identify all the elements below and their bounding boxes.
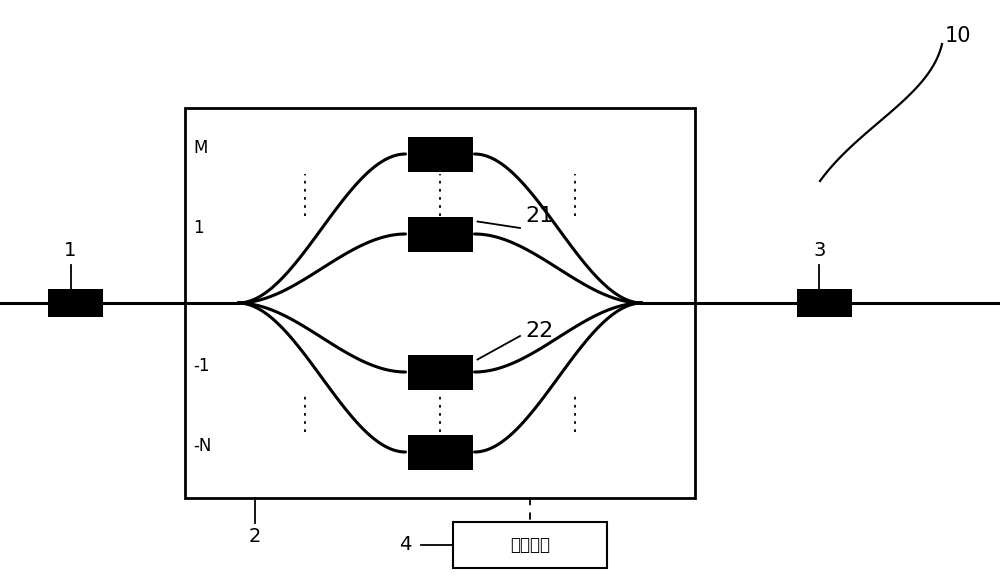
Text: -1: -1: [193, 357, 210, 375]
Text: 1: 1: [64, 241, 77, 260]
Text: 2: 2: [249, 526, 261, 545]
FancyBboxPatch shape: [185, 108, 695, 498]
Bar: [408, 354, 473, 389]
Bar: [408, 137, 473, 172]
Text: 21: 21: [525, 206, 553, 226]
Bar: [48, 289, 103, 317]
Text: -N: -N: [193, 437, 211, 455]
Text: M: M: [193, 139, 207, 157]
FancyBboxPatch shape: [453, 522, 607, 568]
Text: 3: 3: [813, 241, 826, 260]
Text: 22: 22: [525, 321, 553, 341]
Text: 10: 10: [945, 26, 971, 46]
Bar: [408, 434, 473, 469]
Bar: [408, 217, 473, 252]
Text: 1: 1: [193, 219, 204, 237]
Text: 控制装置: 控制装置: [510, 536, 550, 554]
Bar: [797, 289, 852, 317]
Text: 4: 4: [399, 536, 411, 555]
